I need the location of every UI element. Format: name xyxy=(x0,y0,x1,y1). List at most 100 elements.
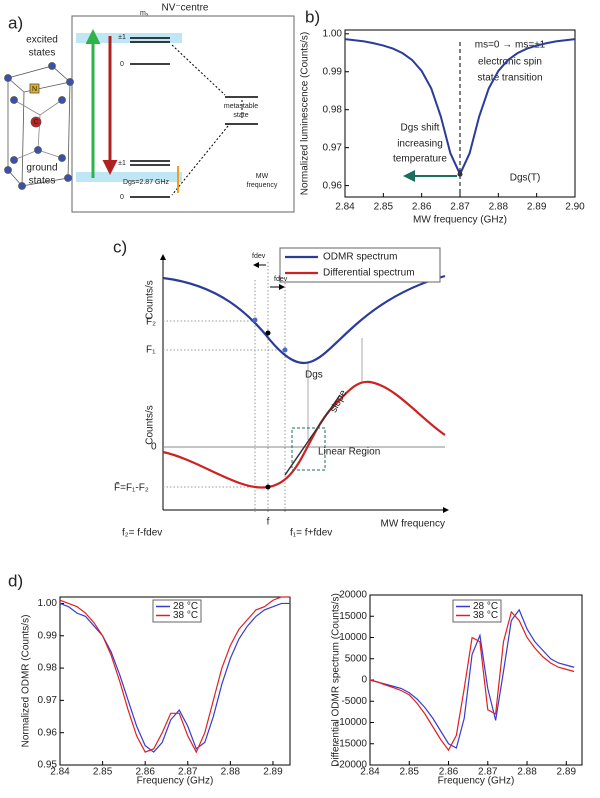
x-tick-label: 2.88 xyxy=(221,767,241,778)
x-tick-label: 2.85 xyxy=(374,202,394,213)
crystal xyxy=(4,62,74,190)
tick-label: f₁= f+fdev xyxy=(290,528,332,539)
level-label: ±1 xyxy=(118,34,126,41)
label: F₁ xyxy=(146,345,156,356)
axis-label: Counts/s xyxy=(145,280,156,319)
frame xyxy=(71,15,295,213)
x-tick-label: 2.87 xyxy=(450,202,470,213)
y-tick-label: 10000 xyxy=(339,632,367,643)
title: NV⁻centre xyxy=(162,3,209,14)
dot xyxy=(282,347,288,353)
x-tick-label: 2.84 xyxy=(50,767,70,778)
annotation: Dgs(T) xyxy=(510,173,541,184)
x-tick-label: 2.87 xyxy=(178,767,198,778)
odmr-curve xyxy=(162,274,446,365)
level-label: ±1 xyxy=(118,160,126,167)
series-line xyxy=(59,602,290,753)
y-axis-label: Normalized luminescence (Counts/s) xyxy=(300,32,311,195)
axis-label: MW frequency xyxy=(381,519,445,530)
series-line xyxy=(369,610,575,752)
y-tick-label: 0.99 xyxy=(323,66,343,77)
label: Dgs=2.87 GHz xyxy=(123,179,170,186)
legend xyxy=(279,247,441,283)
x-tick-label: 2.86 xyxy=(412,202,432,213)
y-tick-label: 20000 xyxy=(339,590,367,601)
x-tick-label: 2.87 xyxy=(478,767,498,778)
y-tick-label: 1.00 xyxy=(323,28,343,39)
y-tick-label: 0.95 xyxy=(38,760,58,771)
annotation: electronic spin xyxy=(478,57,542,68)
tick-label: f xyxy=(267,517,270,528)
y-tick-label: 5000 xyxy=(345,653,368,664)
y-tick-label: 0.97 xyxy=(323,142,343,153)
label: mₛ xyxy=(140,10,149,17)
y-axis-label: Differential ODMR spectrum (Counts/s) xyxy=(331,593,342,767)
legend xyxy=(452,599,502,623)
series-line xyxy=(369,608,575,749)
y-tick-label: 15000 xyxy=(339,611,367,622)
axis-label: Counts/s xyxy=(145,405,156,444)
x-tick-label: 2.89 xyxy=(557,767,577,778)
x-axis-label: Frequency (GHz) xyxy=(137,776,214,787)
label: frequency xyxy=(247,182,278,189)
label: fdev xyxy=(274,276,288,283)
level-label: 0 xyxy=(120,61,124,68)
label: F₂ xyxy=(146,317,156,328)
differential-curve xyxy=(162,380,446,489)
level-label: 0 xyxy=(120,194,124,201)
x-tick-label: 2.86 xyxy=(439,767,459,778)
x-tick-label: 2.89 xyxy=(527,202,547,213)
label: ground xyxy=(26,163,57,174)
label: Linear Region xyxy=(318,447,380,458)
linear-box xyxy=(291,427,326,471)
decay xyxy=(171,44,243,196)
y-tick-label: 0.98 xyxy=(38,663,58,674)
legend-entry: ODMR spectrum xyxy=(323,252,397,263)
x-tick-label: 2.86 xyxy=(135,767,155,778)
x-tick-label: 2.88 xyxy=(517,767,537,778)
band xyxy=(76,172,182,182)
legend xyxy=(152,599,202,623)
x-tick-label: 2.85 xyxy=(93,767,113,778)
label: F̃=F₁-F₂ xyxy=(114,481,149,494)
x-tick-label: 2.88 xyxy=(489,202,509,213)
dot xyxy=(252,317,258,323)
annotation: ms=0 → ms=±1 xyxy=(475,40,546,51)
x-axis-label: Frequency (GHz) xyxy=(438,776,515,787)
panel-label: c) xyxy=(113,237,127,256)
y-tick-label: -10000 xyxy=(336,717,368,728)
y-tick-label: 1.00 xyxy=(38,598,58,609)
label: excited xyxy=(26,35,58,46)
y-axis-label: Normalized ODMR (Counts/s) xyxy=(21,615,32,748)
y-tick-label: 0.96 xyxy=(38,727,58,738)
annotation: Dgs shift xyxy=(401,123,440,134)
tick-label: f₂= f-fdev xyxy=(122,528,162,539)
panel-label: a) xyxy=(8,13,23,32)
label: state xyxy=(233,112,248,119)
label: slope xyxy=(328,388,349,415)
label: metastable xyxy=(224,103,258,110)
x-axis-label: MW frequency (GHz) xyxy=(413,215,507,226)
y-tick-label: 0.99 xyxy=(38,630,58,641)
annotation: temperature xyxy=(393,154,447,165)
legend-entry: 38 °C xyxy=(173,610,198,621)
plot-frame xyxy=(59,596,291,766)
x-tick-label: 2.84 xyxy=(360,767,380,778)
y-tick-label: 0.96 xyxy=(323,180,343,191)
slope-line xyxy=(284,394,341,476)
label: MW xyxy=(256,173,269,180)
panel-c: c) ODMR spectrum Differential spectrum C… xyxy=(113,237,449,539)
panel-label: d) xyxy=(8,571,23,590)
y-tick-label: 0.98 xyxy=(323,104,343,115)
x-tick-label: 2.89 xyxy=(263,767,283,778)
y-tick-label: -20000 xyxy=(336,760,368,771)
dot xyxy=(265,484,271,490)
series-line xyxy=(59,596,290,754)
atom-label: C xyxy=(33,119,38,126)
x-tick-label: 2.85 xyxy=(400,767,420,778)
atom-label: N xyxy=(32,86,37,93)
label: fdev xyxy=(252,253,266,260)
label: Dgs xyxy=(305,370,323,381)
band xyxy=(76,33,182,43)
